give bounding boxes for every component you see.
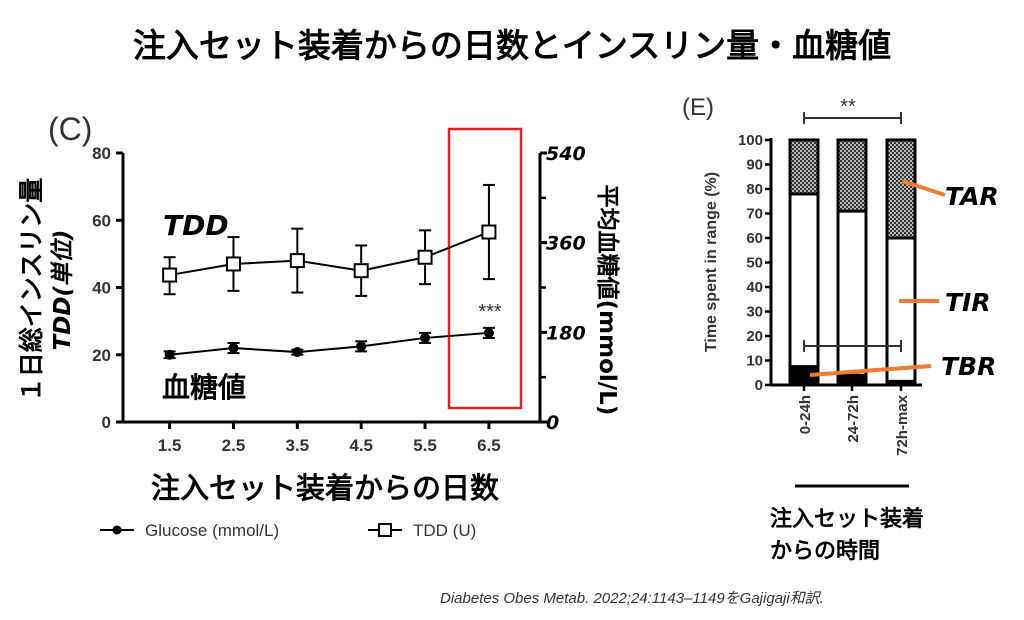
tdd-point <box>225 256 241 272</box>
y-axis-title-left-1: １日総インスリン量 <box>17 178 46 403</box>
x-tick-label: 4.5 <box>349 436 373 455</box>
y-tick-label-right: 180 <box>546 322 586 344</box>
y-tick-label: 80 <box>746 181 763 198</box>
x-tick-label: 3.5 <box>286 436 310 455</box>
legend-glucose: Glucose (mmol/L) <box>145 521 279 540</box>
x-axis-title-e-2: からの時間 <box>770 539 880 564</box>
tdd-point <box>481 224 497 240</box>
x-tick-label: 5.5 <box>413 436 437 455</box>
y-tick-label-left: 40 <box>92 279 111 298</box>
glucose-legend-marker <box>112 525 122 535</box>
x-tick-label: 72h-max <box>894 394 911 456</box>
glucose-point <box>356 341 367 352</box>
glucose-point <box>164 349 175 360</box>
y-tick-label: 50 <box>746 255 763 272</box>
x-tick-label: 24-72h <box>845 395 862 443</box>
legend-tdd: TDD (U) <box>413 521 476 540</box>
significance-stars: *** <box>478 301 502 323</box>
bar-segment-tir <box>836 209 868 377</box>
y-axis-title-left-2: TDD(単位) <box>49 230 76 351</box>
tar-label: TAR <box>945 182 999 211</box>
y-axis-title-e: Time spent in range (%) <box>703 172 720 352</box>
y-tick-label-left: 0 <box>102 413 111 432</box>
x-axis-title-e-1: 注入セット装着 <box>770 506 924 532</box>
x-tick-label: 0-24h <box>797 395 814 434</box>
panel-e-chart: (E) Time spent in range (%) ** # 注入セット装着… <box>682 94 999 564</box>
y-tick-label: 10 <box>746 353 763 370</box>
glucose-point <box>292 347 303 358</box>
tdd-point <box>289 253 305 269</box>
legend: Glucose (mmol/L) TDD (U) <box>100 521 476 540</box>
series-line-1 <box>169 331 489 356</box>
bar-segment-tar <box>836 138 868 213</box>
page-title: 注入セット装着からの日数とインスリン量・血糖値 <box>133 26 891 65</box>
x-tick-label: 2.5 <box>222 436 246 455</box>
y-tick-label-left: 60 <box>92 211 111 230</box>
y-tick-label-right: 0 <box>546 412 559 434</box>
series-line-0 <box>169 231 490 277</box>
bar-segment-tir <box>885 236 917 383</box>
panel-c-chart: (C) TDD 血糖値 *** １日総インスリン量 TDD(単位) 平均血糖値(… <box>17 111 621 540</box>
citation: Diabetes Obes Metab. 2022;24:1143–1149をG… <box>440 590 824 607</box>
tdd-annotation: TDD <box>163 209 229 242</box>
tbr-label: TBR <box>941 352 996 381</box>
y-tick-label-right: 360 <box>546 233 586 255</box>
tdd-legend-marker <box>378 523 392 537</box>
panel-label-e: (E) <box>682 94 714 121</box>
glucose-point <box>420 332 431 343</box>
tbr-pointer <box>809 364 932 377</box>
y-tick-label: 30 <box>746 304 763 321</box>
y-tick-label-left: 80 <box>92 144 111 163</box>
panel-label-c: (C) <box>48 111 92 147</box>
y-tick-label-left: 20 <box>92 346 111 365</box>
tar-pointer <box>901 179 946 197</box>
bar-segment-tar <box>788 138 820 196</box>
highlight-box <box>447 127 523 410</box>
y-tick-label: 90 <box>746 157 763 174</box>
glucose-point <box>228 343 239 354</box>
y-tick-label: 40 <box>746 279 763 296</box>
y-tick-label: 0 <box>755 377 763 394</box>
y-tick-label-right: 540 <box>546 143 586 165</box>
x-axis-title: 注入セット装着からの日数 <box>151 471 500 505</box>
x-tick-label: 6.5 <box>477 436 501 455</box>
significance-top: ** <box>840 96 856 118</box>
tdd-point <box>417 249 433 265</box>
glucose-point <box>483 327 494 338</box>
tdd-point <box>162 267 178 283</box>
tdd-point <box>353 263 369 279</box>
y-tick-label: 100 <box>738 132 763 149</box>
bar-segment-tar <box>885 138 917 240</box>
y-tick-label: 20 <box>746 328 763 345</box>
y-axis-title-right: 平均血糖値(mmol/L) <box>594 185 621 416</box>
y-tick-label: 60 <box>746 230 763 247</box>
x-tick-label: 1.5 <box>158 436 182 455</box>
y-tick-label: 70 <box>746 206 763 223</box>
glucose-annotation: 血糖値 <box>162 371 246 404</box>
tir-label: TIR <box>945 288 991 317</box>
